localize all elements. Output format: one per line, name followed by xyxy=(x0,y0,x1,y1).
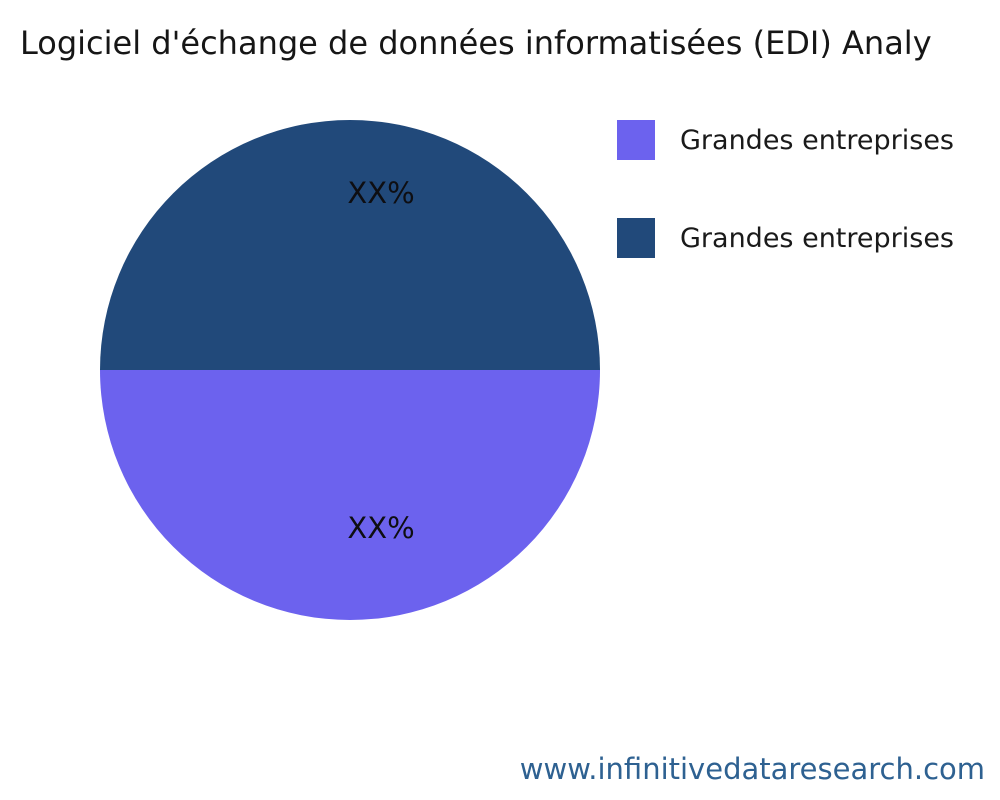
legend-label: Grandes entreprises xyxy=(680,222,954,254)
pie-slice-top xyxy=(100,120,600,370)
legend-swatch-darkblue xyxy=(617,218,655,258)
pie-chart xyxy=(100,120,600,620)
chart-title: Logiciel d'échange de données informatis… xyxy=(20,24,932,62)
slice-value-label-top: XX% xyxy=(347,176,415,210)
legend-swatch-purple xyxy=(617,120,655,160)
watermark-url: www.infinitivedataresearch.com xyxy=(519,752,985,786)
legend-item: Grandes entreprises xyxy=(617,120,954,160)
pie-svg xyxy=(100,120,600,620)
legend-item: Grandes entreprises xyxy=(617,218,954,258)
slice-value-label-bottom: XX% xyxy=(347,511,415,545)
legend-label: Grandes entreprises xyxy=(680,124,954,156)
pie-slice-bottom xyxy=(100,370,600,620)
legend: Grandes entreprises Grandes entreprises xyxy=(617,120,954,316)
